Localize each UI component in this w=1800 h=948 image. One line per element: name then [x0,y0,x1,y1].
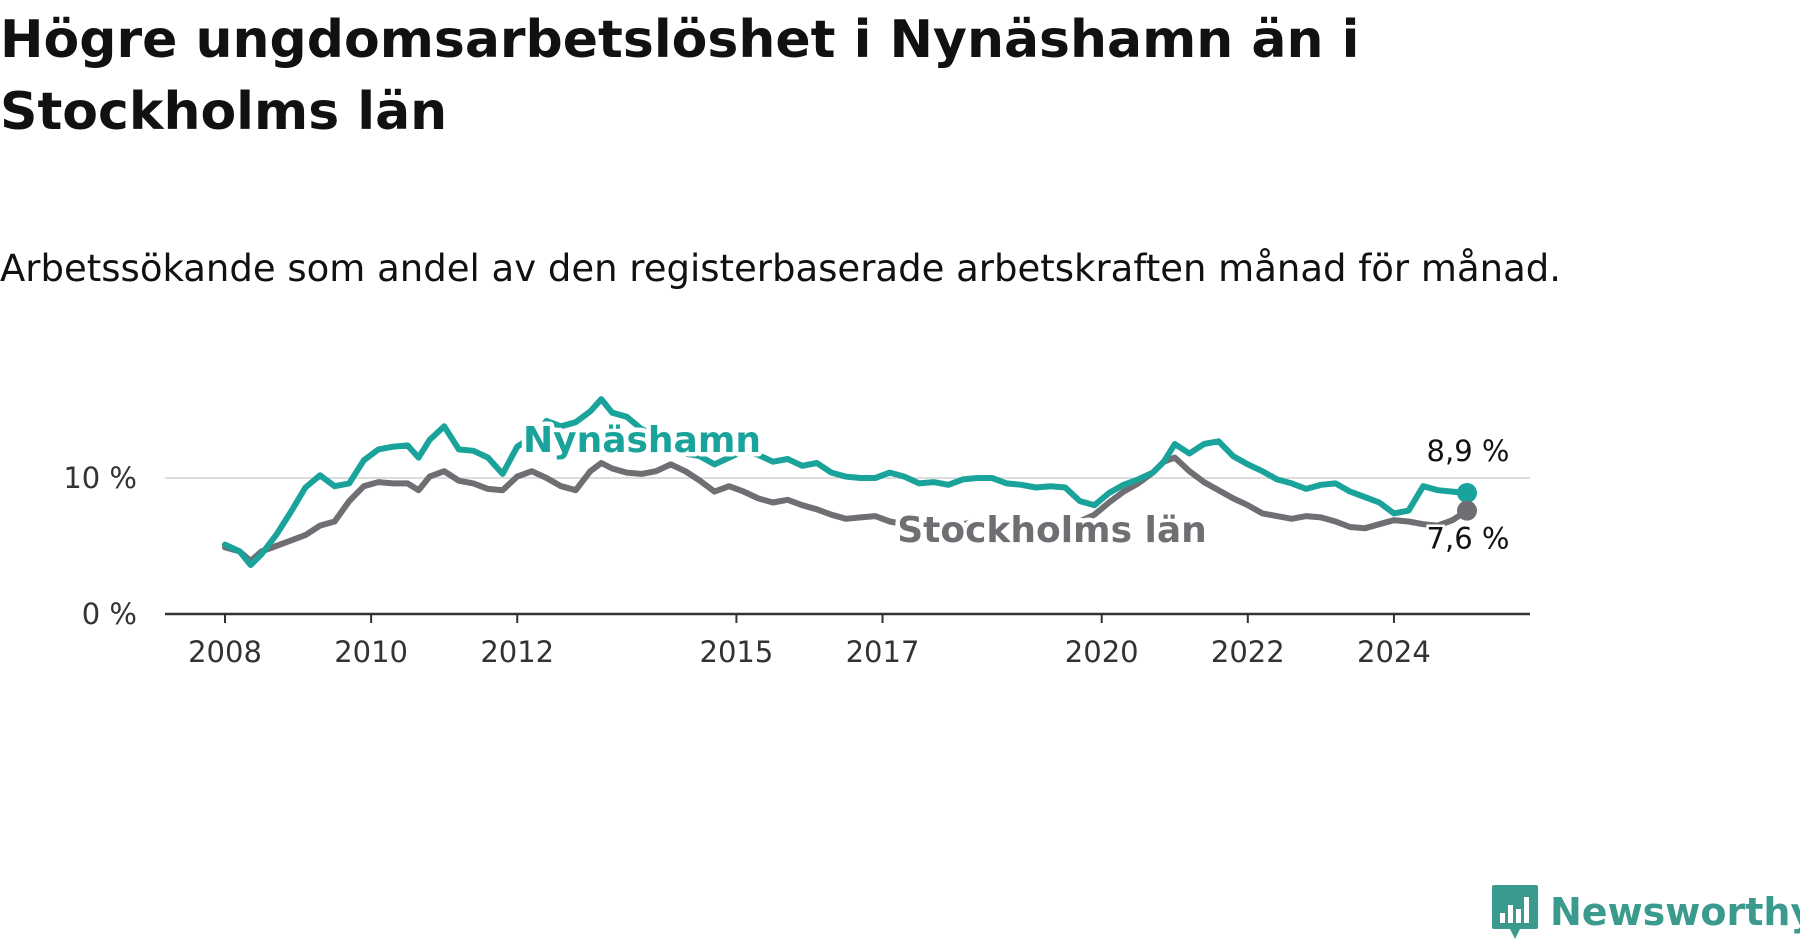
x-tick-label: 2017 [846,635,920,669]
end-point-stockholms-lan [1457,500,1477,521]
series-lines [222,396,1477,568]
x-tick-label: 2012 [480,635,554,669]
end-value-label: 7,6 % [1427,522,1510,556]
newsworthy-logo-icon [1492,885,1538,939]
chart-title: Högre ungdomsarbetslöshet i Nynäshamn än… [0,10,1360,142]
series-line-nynashamn [222,396,1470,568]
newsworthy-logo-text: Newsworthy [1550,890,1800,934]
y-tick-label: 10 % [63,461,137,495]
y-tick-label: 0 % [82,597,137,631]
series-name-label: Stockholms län [897,510,1207,551]
end-point-nynashamn [1457,482,1477,503]
x-tick-label: 2008 [188,635,262,669]
x-tick-label: 2020 [1065,635,1139,669]
chart-subtitle: Arbetssökande som andel av den registerb… [0,247,1561,290]
newsworthy-logo: Newsworthy [1490,880,1800,944]
x-tick-label: 2015 [700,635,774,669]
end-value-label: 8,9 % [1427,434,1510,468]
x-tick-label: 2022 [1211,635,1285,669]
x-tick-label: 2024 [1357,635,1431,669]
series-line-stockholms-lan [222,454,1470,564]
x-axis [165,612,1530,623]
series-name-label: Nynäshamn [523,420,761,461]
x-tick-label: 2010 [334,635,408,669]
labels: 0 % 10 % 2008 2010 2012 2015 2017 2020 2022 2024 8… [63,416,1512,670]
